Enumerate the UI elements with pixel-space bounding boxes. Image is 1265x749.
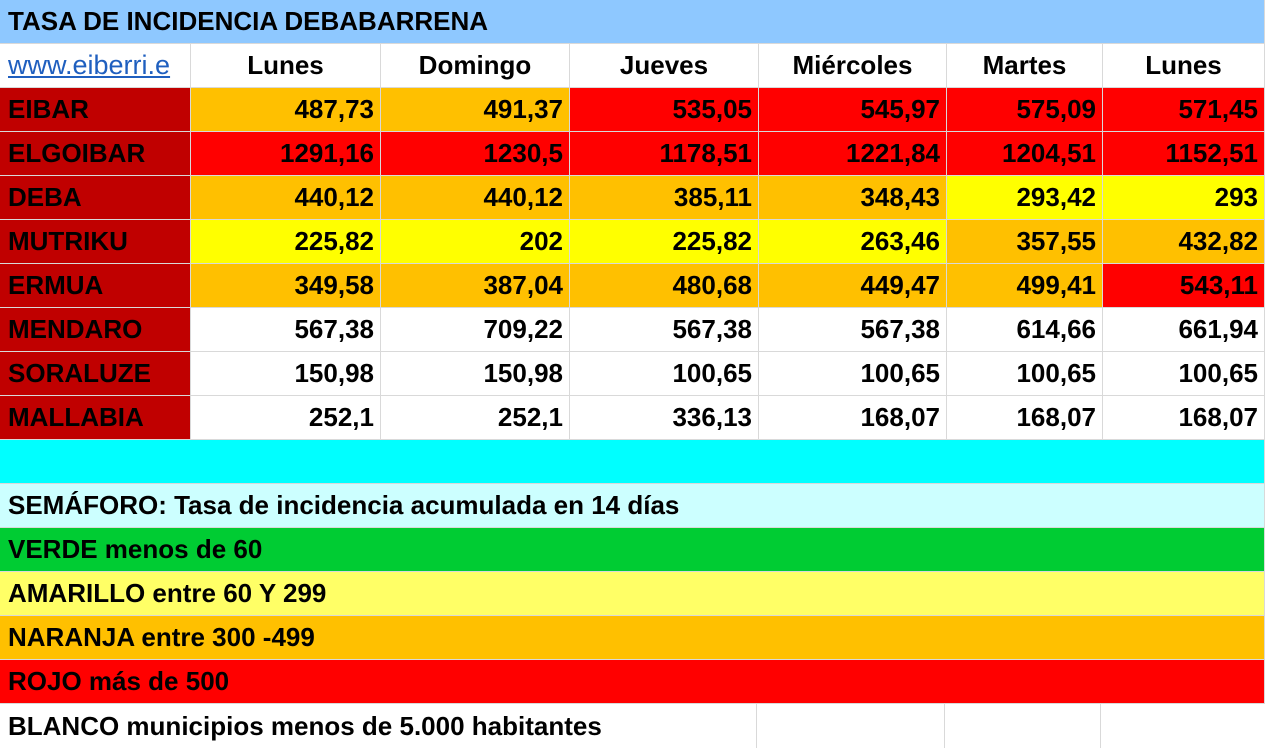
- legend-row: AMARILLO entre 60 Y 299: [0, 572, 1265, 616]
- incidence-value[interactable]: 614,66: [947, 308, 1103, 352]
- incidence-value[interactable]: 357,55: [947, 220, 1103, 264]
- incidence-value[interactable]: 385,11: [570, 176, 759, 220]
- municipality-name[interactable]: MALLABIA: [0, 396, 191, 440]
- day-header[interactable]: Jueves: [570, 44, 759, 88]
- incidence-value[interactable]: 293,42: [947, 176, 1103, 220]
- incidence-value[interactable]: 100,65: [759, 352, 947, 396]
- incidence-value[interactable]: 545,97: [759, 88, 947, 132]
- header-row: www.eiberri.e Lunes Domingo Jueves Miérc…: [0, 44, 1265, 88]
- incidence-value[interactable]: 432,82: [1103, 220, 1265, 264]
- incidence-value[interactable]: 100,65: [947, 352, 1103, 396]
- incidence-value[interactable]: 252,1: [191, 396, 381, 440]
- incidence-value[interactable]: 1178,51: [570, 132, 759, 176]
- incidence-value[interactable]: 440,12: [381, 176, 570, 220]
- legend-row: NARANJA entre 300 -499: [0, 616, 1265, 660]
- incidence-value[interactable]: 293: [1103, 176, 1265, 220]
- incidence-value[interactable]: 499,41: [947, 264, 1103, 308]
- separator-cell[interactable]: [0, 440, 1265, 484]
- municipality-name[interactable]: EIBAR: [0, 88, 191, 132]
- incidence-value[interactable]: 1204,51: [947, 132, 1103, 176]
- legend-item-red[interactable]: ROJO más de 500: [0, 660, 1265, 704]
- legend-title-row: SEMÁFORO: Tasa de incidencia acumulada e…: [0, 484, 1265, 528]
- incidence-value[interactable]: 336,13: [570, 396, 759, 440]
- day-header[interactable]: Lunes: [191, 44, 381, 88]
- incidence-value[interactable]: 168,07: [759, 396, 947, 440]
- incidence-value[interactable]: 150,98: [191, 352, 381, 396]
- legend-row: BLANCO municipios menos de 5.000 habitan…: [0, 704, 1265, 748]
- incidence-value[interactable]: 535,05: [570, 88, 759, 132]
- incidence-value[interactable]: 150,98: [381, 352, 570, 396]
- empty-cell[interactable]: [1101, 704, 1265, 748]
- legend-item-white[interactable]: BLANCO municipios menos de 5.000 habitan…: [0, 704, 757, 748]
- incidence-value[interactable]: 387,04: [381, 264, 570, 308]
- table-row: SORALUZE 150,98 150,98 100,65 100,65 100…: [0, 352, 1265, 396]
- table-row: EIBAR 487,73 491,37 535,05 545,97 575,09…: [0, 88, 1265, 132]
- incidence-value[interactable]: 1152,51: [1103, 132, 1265, 176]
- incidence-table-body: EIBAR 487,73 491,37 535,05 545,97 575,09…: [0, 88, 1265, 440]
- incidence-value[interactable]: 567,38: [191, 308, 381, 352]
- legend-item-orange[interactable]: NARANJA entre 300 -499: [0, 616, 1265, 660]
- incidence-value[interactable]: 487,73: [191, 88, 381, 132]
- legend-item-yellow[interactable]: AMARILLO entre 60 Y 299: [0, 572, 1265, 616]
- day-header[interactable]: Domingo: [381, 44, 570, 88]
- incidence-value[interactable]: 202: [381, 220, 570, 264]
- incidence-value[interactable]: 661,94: [1103, 308, 1265, 352]
- day-header[interactable]: Miércoles: [759, 44, 947, 88]
- legend-item-green[interactable]: VERDE menos de 60: [0, 528, 1265, 572]
- incidence-value[interactable]: 1230,5: [381, 132, 570, 176]
- table-row: DEBA 440,12 440,12 385,11 348,43 293,42 …: [0, 176, 1265, 220]
- incidence-value[interactable]: 709,22: [381, 308, 570, 352]
- incidence-value[interactable]: 491,37: [381, 88, 570, 132]
- incidence-value[interactable]: 567,38: [570, 308, 759, 352]
- municipality-name[interactable]: SORALUZE: [0, 352, 191, 396]
- incidence-value[interactable]: 225,82: [570, 220, 759, 264]
- legend-row: VERDE menos de 60: [0, 528, 1265, 572]
- table-row: MUTRIKU 225,82 202 225,82 263,46 357,55 …: [0, 220, 1265, 264]
- separator-row: [0, 440, 1265, 484]
- incidence-value[interactable]: 543,11: [1103, 264, 1265, 308]
- municipality-name[interactable]: MUTRIKU: [0, 220, 191, 264]
- incidence-value[interactable]: 225,82: [191, 220, 381, 264]
- table-row: MENDARO 567,38 709,22 567,38 567,38 614,…: [0, 308, 1265, 352]
- title-row: TASA DE INCIDENCIA DEBABARRENA: [0, 0, 1265, 44]
- incidence-value[interactable]: 100,65: [1103, 352, 1265, 396]
- legend-row: ROJO más de 500: [0, 660, 1265, 704]
- table-row: ERMUA 349,58 387,04 480,68 449,47 499,41…: [0, 264, 1265, 308]
- source-link[interactable]: www.eiberri.e: [0, 44, 191, 88]
- incidence-value[interactable]: 1221,84: [759, 132, 947, 176]
- incidence-value[interactable]: 440,12: [191, 176, 381, 220]
- legend-title[interactable]: SEMÁFORO: Tasa de incidencia acumulada e…: [0, 484, 1265, 528]
- municipality-name[interactable]: ERMUA: [0, 264, 191, 308]
- empty-cell[interactable]: [757, 704, 945, 748]
- incidence-value[interactable]: 1291,16: [191, 132, 381, 176]
- incidence-value[interactable]: 252,1: [381, 396, 570, 440]
- incidence-value[interactable]: 168,07: [947, 396, 1103, 440]
- incidence-value[interactable]: 571,45: [1103, 88, 1265, 132]
- incidence-value[interactable]: 567,38: [759, 308, 947, 352]
- incidence-value[interactable]: 349,58: [191, 264, 381, 308]
- table-row: ELGOIBAR 1291,16 1230,5 1178,51 1221,84 …: [0, 132, 1265, 176]
- incidence-value[interactable]: 575,09: [947, 88, 1103, 132]
- day-header[interactable]: Lunes: [1103, 44, 1265, 88]
- table-row: MALLABIA 252,1 252,1 336,13 168,07 168,0…: [0, 396, 1265, 440]
- empty-cell[interactable]: [945, 704, 1101, 748]
- municipality-name[interactable]: ELGOIBAR: [0, 132, 191, 176]
- municipality-name[interactable]: DEBA: [0, 176, 191, 220]
- incidence-value[interactable]: 100,65: [570, 352, 759, 396]
- incidence-value[interactable]: 480,68: [570, 264, 759, 308]
- sheet-title[interactable]: TASA DE INCIDENCIA DEBABARRENA: [0, 0, 1265, 44]
- incidence-value[interactable]: 449,47: [759, 264, 947, 308]
- incidence-value[interactable]: 348,43: [759, 176, 947, 220]
- incidence-value[interactable]: 263,46: [759, 220, 947, 264]
- day-header[interactable]: Martes: [947, 44, 1103, 88]
- municipality-name[interactable]: MENDARO: [0, 308, 191, 352]
- incidence-value[interactable]: 168,07: [1103, 396, 1265, 440]
